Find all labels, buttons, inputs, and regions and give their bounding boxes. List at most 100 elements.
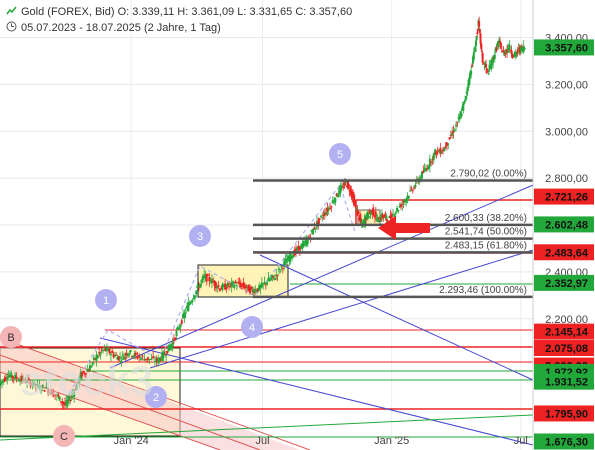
- candle-body: [197, 287, 200, 289]
- candle-body: [83, 373, 86, 375]
- price-box-label: 1.676,30: [545, 436, 588, 448]
- candle-body: [499, 42, 502, 47]
- candle-body: [420, 171, 423, 179]
- candle-body: [52, 391, 55, 397]
- candle-body: [389, 215, 392, 219]
- candle-body: [228, 285, 231, 287]
- candle-body: [252, 291, 255, 294]
- candle-body: [318, 218, 321, 220]
- candle-body: [267, 277, 270, 282]
- candle-body: [221, 284, 224, 290]
- wave-label: B: [7, 332, 14, 344]
- candle-body: [441, 149, 444, 152]
- candle-body: [516, 50, 519, 53]
- candle-body: [426, 168, 429, 170]
- candle-body: [354, 204, 357, 207]
- candle-body: [213, 280, 216, 286]
- candle-body: [143, 358, 146, 361]
- candle-body: [413, 187, 416, 189]
- candle-body: [196, 285, 199, 289]
- candle-body: [305, 239, 308, 246]
- candle-body: [440, 152, 443, 154]
- candle-body: [401, 203, 404, 206]
- candle-body: [283, 261, 286, 265]
- candle-body: [478, 20, 481, 27]
- candle-body: [150, 358, 153, 360]
- candle-body: [338, 188, 341, 195]
- candle-body: [14, 374, 17, 379]
- candle-body: [38, 384, 41, 389]
- candle-body: [55, 394, 58, 396]
- candle-body: [113, 355, 116, 357]
- candle-body: [40, 389, 43, 391]
- candle-body: [69, 400, 72, 402]
- candle-body: [479, 33, 482, 44]
- wave-label-circle: [0, 326, 22, 348]
- candle-body: [428, 158, 431, 167]
- candle-body: [75, 384, 78, 390]
- candle-body: [486, 70, 489, 72]
- candle-body: [280, 266, 283, 268]
- candle-body: [523, 47, 526, 50]
- candle-body: [167, 344, 170, 352]
- candle-body: [176, 326, 179, 330]
- candle-body: [22, 377, 25, 381]
- candle-body: [200, 280, 203, 283]
- candle-body: [218, 288, 221, 291]
- candle-body: [222, 284, 225, 287]
- candle-body: [359, 214, 362, 220]
- candle-body: [376, 218, 379, 222]
- candle-body: [314, 227, 317, 229]
- candle-body: [141, 355, 144, 357]
- candle-body: [399, 204, 402, 208]
- candle-body: [377, 217, 380, 219]
- candle-body: [170, 344, 173, 348]
- wave-label-circle: [189, 225, 211, 247]
- candle-body: [224, 283, 227, 290]
- candle-body: [205, 273, 208, 282]
- candle-body: [11, 375, 14, 378]
- candle-body: [398, 206, 401, 208]
- candle-body: [155, 357, 158, 362]
- candle-body: [504, 52, 507, 55]
- y-tick-label: 3.200,00: [545, 79, 588, 91]
- candle-body: [67, 396, 70, 402]
- candle-body: [343, 182, 346, 186]
- candle-body: [279, 270, 282, 272]
- candle-body: [204, 274, 207, 278]
- candle-body: [474, 47, 477, 53]
- candle-body: [247, 284, 250, 292]
- candle-body: [475, 40, 478, 46]
- candle-body: [402, 200, 405, 203]
- candle-body: [183, 312, 186, 319]
- candle-body: [90, 366, 93, 368]
- candle-body: [475, 35, 478, 41]
- chart-type-icon: [6, 6, 17, 15]
- candle-body: [162, 351, 165, 359]
- candle-body: [84, 373, 87, 375]
- candle-body: [12, 377, 15, 379]
- candle-body: [250, 286, 253, 289]
- candle-body: [478, 28, 481, 33]
- candle-body: [48, 392, 51, 394]
- candle-body: [87, 370, 90, 372]
- candle-body: [422, 170, 425, 173]
- candle-body: [520, 45, 523, 52]
- candle-body: [270, 277, 273, 280]
- candle-body: [129, 350, 132, 353]
- price-box: [534, 188, 594, 205]
- candle-body: [112, 354, 115, 358]
- candle-body: [19, 379, 22, 382]
- candle-body: [230, 281, 233, 287]
- candle-body: [2, 380, 5, 382]
- candle-body: [514, 51, 517, 57]
- candle-body: [216, 287, 219, 289]
- candle-body: [57, 394, 60, 397]
- candle-body: [427, 166, 430, 169]
- candle-body: [45, 386, 48, 389]
- candle-body: [27, 378, 30, 380]
- price-box-label: 2.145,14: [545, 327, 589, 339]
- candle-body: [50, 389, 53, 396]
- price-box-label: 2.602,48: [545, 219, 588, 231]
